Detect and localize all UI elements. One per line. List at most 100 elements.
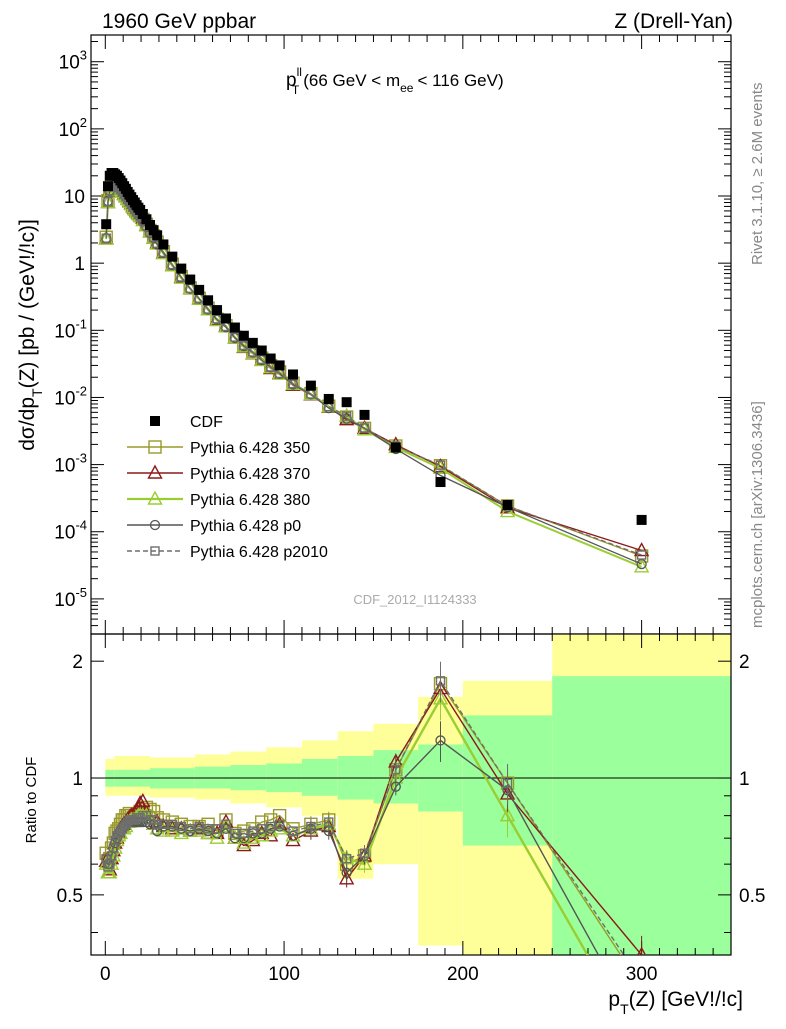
cdf-point [148,225,159,236]
cdf-point [265,353,276,364]
cdf-point [502,500,513,511]
cdf-point [229,322,240,333]
cdf-point [390,442,401,453]
main-ytick-label: 102 [59,115,87,141]
cdf-point [203,295,214,306]
cdf-point [185,274,196,285]
ratio-ytick-label: 0.5 [57,886,83,907]
cdf-point [137,208,148,219]
ratio-ytick-label: 1 [72,769,83,790]
cdf-point [305,380,316,391]
cdf-point [220,313,231,324]
ratio-point-2 [338,870,355,885]
cdf-point [152,230,163,241]
series-point-3 [164,257,181,272]
legend-label-3: Pythia 6.428 380 [190,492,310,509]
ratio-point-5 [435,676,446,686]
series-point-3 [356,421,373,436]
cdf-point [636,514,647,525]
legend-marker-0 [150,416,160,426]
legend-marker-1 [148,440,162,454]
main-ytick-label: 103 [59,48,87,74]
series-point-5 [288,378,298,389]
cdf-point [141,214,152,225]
main-ytick-label: 10-4 [54,518,87,544]
cdf-point [212,305,223,316]
legend: CDF Pythia 6.428 350 Pythia 6.428 370 Pythi… [127,414,328,561]
legend-label-0: CDF [190,414,223,431]
ratio-point-4 [341,867,352,878]
ratio-data [98,661,647,955]
main-data [98,168,650,573]
mcplots-label: mcplots.cern.ch [arXiv:1306.3436] [749,401,766,628]
ratio-point-4 [390,781,401,792]
main-ytick-label: 10 [64,187,85,208]
series-point-3 [173,269,189,284]
cdf-point [144,220,155,231]
ratio-line-5 [105,679,625,955]
ratio-point-5 [135,813,145,823]
ratio-ytick-label-right: 1 [739,769,750,790]
cdf-point [101,219,112,230]
series-point-3 [254,352,270,367]
legend-marker-3 [147,490,163,505]
header-right-label: Z (Drell-Yan) [614,10,733,33]
ratio-point-5 [185,824,195,834]
cdf-point [194,284,205,295]
ratio-point-3 [102,864,118,879]
cdf-point [158,239,169,250]
cdf-point [176,263,187,274]
inner-band-6 [301,758,338,796]
ratio-point-4 [435,735,446,746]
ratio-point-5 [288,826,298,836]
series-line-2 [105,184,642,552]
ratio-point-5 [239,828,249,839]
series-point-3 [200,301,216,316]
cdf-point [274,360,285,371]
ratio-point-2 [637,946,647,955]
series-point-3 [262,359,279,374]
ratio-point-3 [499,807,516,822]
cdf-point [256,345,267,356]
series-point-5 [101,233,111,243]
ratio-point-5 [306,821,316,832]
main-panel: 10-5 10-4 10-3 10-2 10-1 1 10 102 103 [54,34,732,635]
legend-label-2: Pythia 6.428 370 [190,466,310,483]
series-point-5 [103,196,113,207]
rivet-version-label: Rivet 3.1.10, ≥ 2.6M events [749,83,766,266]
legend-marker-4 [149,519,161,531]
series-point-3 [236,338,252,353]
main-ytick-label: 10-3 [54,451,87,477]
ratio-point-5 [203,824,213,834]
ratio-point-5 [391,765,401,775]
ratio-point-5 [152,819,162,829]
cdf-point [247,337,258,348]
ratio-point-5 [248,826,258,836]
ratio-point-5 [230,828,240,839]
series-point-2 [633,542,650,557]
ratio-xlabel: pT(Z) [GeV!/!c] [608,988,743,1017]
ratio-frame [90,633,732,956]
ratio-ytick-label: 2 [72,652,83,673]
ratio-point-5 [158,819,169,829]
series-line-1 [105,183,642,557]
ratio-point-5 [221,819,231,829]
series-point-3 [633,558,650,573]
inner-band-11 [552,676,731,955]
ratio-point-5 [324,817,334,827]
cdf-point [359,409,370,420]
series-point-3 [209,312,225,327]
series-point-3 [98,230,114,245]
ratio-point-5 [502,778,513,788]
series-point-5 [636,550,647,560]
ratio-point-5 [167,819,178,829]
main-ytick-label: 10-2 [54,383,87,409]
ratio-point-3 [432,690,449,705]
ratio-ytick-label-right: 0.5 [739,886,765,907]
main-frame [90,34,732,635]
ratio-point-2 [135,793,151,808]
ratio-panel: 0 100 200 300 0.5 0.5 1 1 2 2 [57,633,765,985]
legend-label-5: Pythia 6.428 p2010 [190,544,328,561]
legend-label-1: Pythia 6.428 350 [190,440,310,457]
